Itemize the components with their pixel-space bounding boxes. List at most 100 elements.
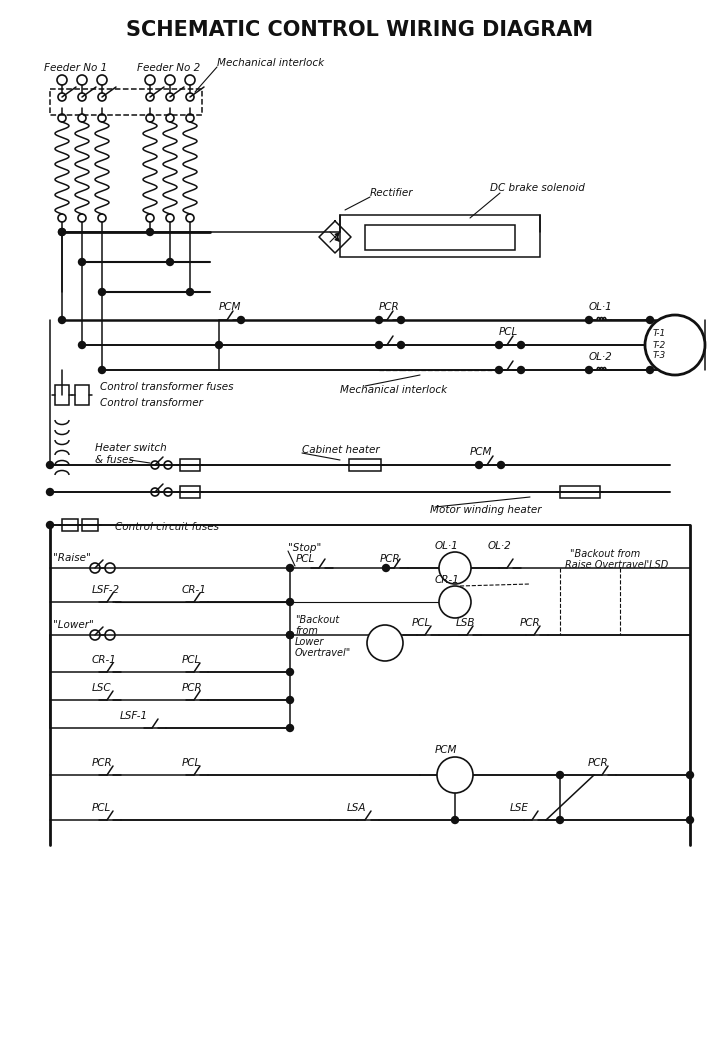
Text: Control transformer: Control transformer — [100, 398, 203, 408]
Circle shape — [518, 367, 524, 373]
Circle shape — [439, 552, 471, 584]
Circle shape — [645, 315, 705, 375]
Circle shape — [557, 772, 564, 778]
Circle shape — [287, 724, 294, 731]
Text: from: from — [295, 627, 318, 636]
Circle shape — [585, 317, 593, 323]
Circle shape — [287, 632, 294, 639]
Text: Control circuit fuses: Control circuit fuses — [115, 522, 219, 532]
Circle shape — [557, 817, 564, 824]
Circle shape — [397, 317, 405, 323]
Text: "Stop": "Stop" — [288, 543, 321, 553]
Text: Overtravel": Overtravel" — [295, 648, 351, 658]
Circle shape — [647, 367, 654, 373]
Bar — [180, 459, 200, 471]
Text: T-2: T-2 — [653, 341, 666, 349]
Circle shape — [287, 564, 294, 571]
Circle shape — [287, 632, 294, 639]
Circle shape — [47, 488, 53, 496]
Text: Control transformer fuses: Control transformer fuses — [100, 382, 233, 392]
Circle shape — [47, 522, 53, 529]
Bar — [55, 385, 69, 405]
Text: LSC: LSC — [92, 683, 112, 693]
Bar — [82, 520, 98, 531]
Text: T-3: T-3 — [653, 351, 666, 361]
Circle shape — [146, 229, 153, 236]
Text: PCR: PCR — [92, 758, 113, 768]
Text: Motor winding heater: Motor winding heater — [430, 505, 541, 515]
Text: SCHEMATIC CONTROL WIRING DIAGRAM: SCHEMATIC CONTROL WIRING DIAGRAM — [127, 20, 593, 39]
Text: PCR: PCR — [520, 618, 541, 628]
Text: T-1: T-1 — [653, 329, 666, 339]
Circle shape — [451, 817, 459, 824]
Text: CR-1: CR-1 — [182, 585, 207, 595]
Text: LSB: LSB — [456, 618, 475, 628]
Circle shape — [166, 259, 174, 266]
Circle shape — [58, 229, 66, 236]
Circle shape — [58, 229, 66, 236]
Text: OL·1: OL·1 — [589, 302, 613, 312]
Circle shape — [287, 668, 294, 675]
Bar — [560, 486, 600, 498]
Circle shape — [382, 564, 390, 571]
Circle shape — [518, 342, 524, 348]
Bar — [75, 385, 89, 405]
Text: LSA: LSA — [347, 803, 366, 812]
Text: Feeder No 1: Feeder No 1 — [44, 63, 107, 73]
Text: Mechanical interlock: Mechanical interlock — [217, 58, 324, 68]
Text: "Backout: "Backout — [295, 615, 339, 625]
Circle shape — [238, 317, 245, 323]
Text: & fuses: & fuses — [95, 455, 134, 465]
Circle shape — [475, 461, 482, 469]
Circle shape — [376, 342, 382, 348]
Text: CR-1: CR-1 — [435, 575, 460, 585]
Text: PCL: PCL — [499, 327, 518, 337]
Text: PCL: PCL — [412, 618, 431, 628]
Circle shape — [367, 625, 403, 661]
Text: "Raise": "Raise" — [53, 553, 91, 563]
Circle shape — [495, 367, 503, 373]
Circle shape — [498, 461, 505, 469]
Text: PCR: PCR — [380, 554, 401, 564]
Circle shape — [439, 586, 471, 618]
Text: Mechanical interlock: Mechanical interlock — [340, 385, 447, 395]
Text: PCM: PCM — [435, 745, 457, 755]
Bar — [349, 459, 381, 471]
Text: LSF-2: LSF-2 — [92, 585, 120, 595]
Bar — [340, 215, 540, 257]
Text: "Lower": "Lower" — [53, 620, 94, 630]
Text: PCR: PCR — [588, 758, 608, 768]
Circle shape — [186, 289, 194, 295]
Circle shape — [215, 342, 222, 348]
Circle shape — [58, 317, 66, 323]
Bar — [62, 520, 78, 531]
Text: PCL: PCL — [92, 803, 112, 812]
Circle shape — [78, 259, 86, 266]
Text: "Backout from: "Backout from — [570, 549, 640, 559]
Circle shape — [686, 817, 693, 824]
Text: PCR: PCR — [379, 302, 400, 312]
Text: LSE: LSE — [510, 803, 529, 812]
Circle shape — [99, 289, 106, 295]
Text: LSF-1: LSF-1 — [120, 711, 148, 721]
Circle shape — [376, 317, 382, 323]
Text: Lower: Lower — [295, 637, 325, 647]
Text: CR-1: CR-1 — [92, 655, 117, 665]
Text: Cabinet heater: Cabinet heater — [302, 445, 379, 455]
Text: PCL: PCL — [182, 655, 202, 665]
Bar — [365, 225, 515, 250]
Circle shape — [78, 342, 86, 348]
Text: Raise Overtravel'LSD: Raise Overtravel'LSD — [565, 560, 668, 570]
Text: OL·2: OL·2 — [488, 541, 512, 551]
Text: DC brake solenoid: DC brake solenoid — [490, 183, 585, 193]
Circle shape — [585, 367, 593, 373]
Circle shape — [647, 317, 654, 323]
Text: PCR: PCR — [182, 683, 203, 693]
Text: PCM: PCM — [470, 447, 492, 457]
Text: PCL: PCL — [296, 554, 315, 564]
Text: PCL: PCL — [182, 758, 202, 768]
Bar — [50, 89, 202, 115]
Circle shape — [47, 461, 53, 469]
Circle shape — [99, 367, 106, 373]
Circle shape — [287, 598, 294, 606]
